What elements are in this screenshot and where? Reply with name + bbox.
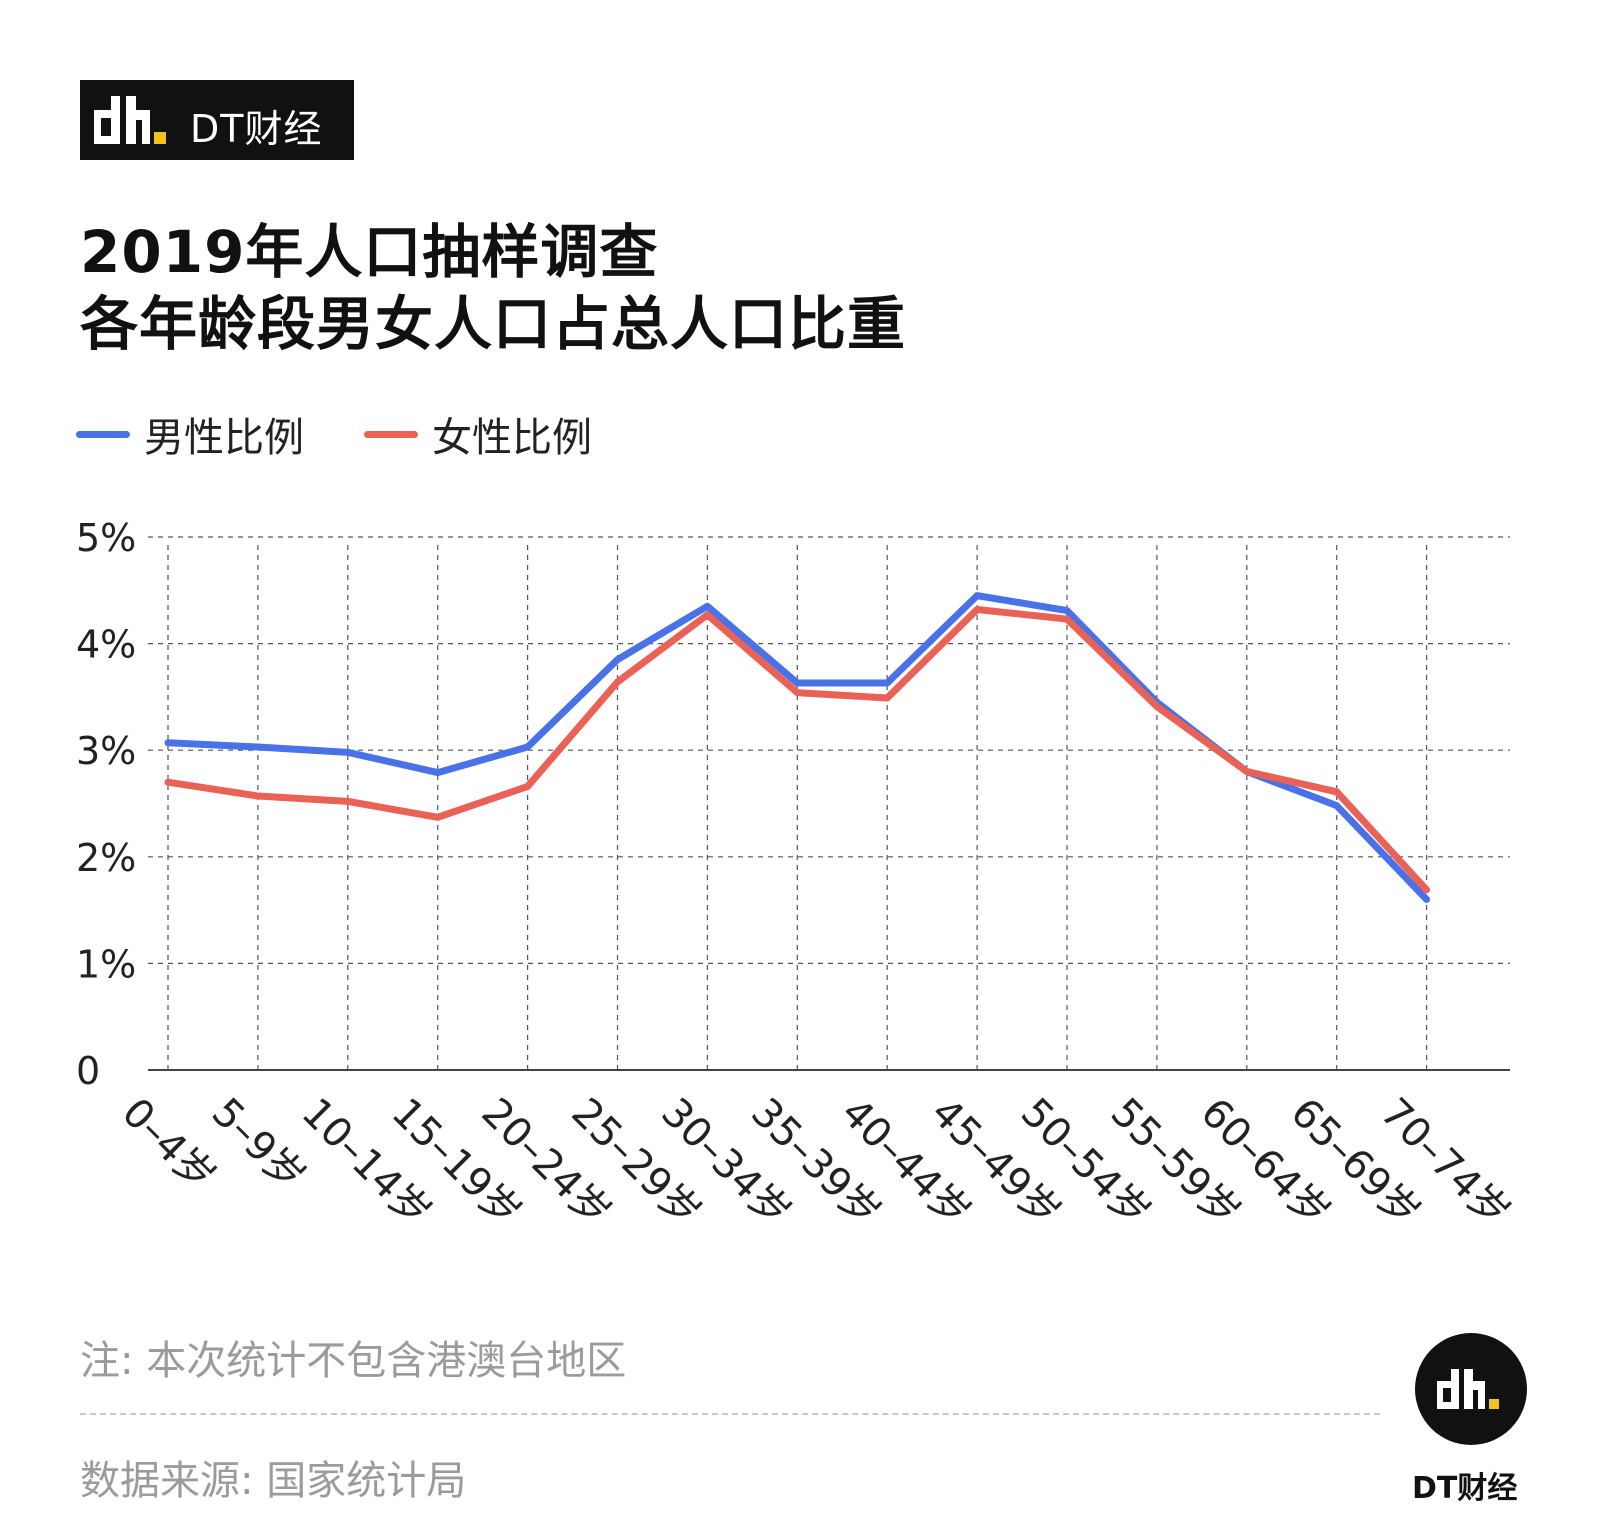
chart-legend: 男性比例 女性比例	[76, 405, 652, 463]
data-point-male	[794, 680, 801, 687]
data-point-female	[165, 779, 171, 786]
data-point-female	[704, 611, 711, 618]
line-chart: 5%4%3%2%1%00–4岁5–9岁10–14岁15–19岁20–24岁25–…	[76, 516, 1518, 1236]
data-point-male	[704, 603, 711, 610]
brand-logo-box: DT财经	[80, 80, 354, 160]
y-tick-label: 0	[76, 1049, 100, 1093]
data-point-female	[254, 793, 261, 800]
data-point-female	[794, 689, 801, 696]
dt-logo-mark-icon	[1437, 1369, 1499, 1409]
data-point-male	[1333, 802, 1340, 809]
data-point-female	[344, 798, 351, 805]
legend-swatch-female	[364, 430, 418, 438]
data-point-male	[1423, 896, 1430, 903]
data-point-male	[614, 656, 621, 663]
dt-logo-icon	[94, 96, 166, 144]
data-point-female	[974, 606, 981, 613]
data-point-female	[1243, 768, 1250, 775]
data-point-male	[165, 739, 171, 746]
legend-swatch-male	[76, 430, 130, 438]
x-tick-label: 5–9岁	[203, 1090, 314, 1201]
chart-title-line1: 2019年人口抽样调查	[80, 218, 659, 286]
legend-item-male: 男性比例	[76, 405, 304, 463]
y-tick-label: 5%	[76, 516, 136, 560]
footer-divider	[80, 1413, 1380, 1415]
data-point-male	[344, 749, 351, 756]
legend-item-female: 女性比例	[364, 405, 592, 463]
x-tick-label: 0–4岁	[113, 1090, 224, 1201]
brand-name: DT财经	[190, 107, 323, 151]
chart-title-line2: 各年龄段男女人口占总人口比重	[80, 290, 907, 358]
y-tick-label: 1%	[76, 942, 136, 986]
data-point-female	[434, 814, 441, 821]
data-point-male	[254, 744, 261, 751]
legend-label-female: 女性比例	[432, 415, 592, 461]
data-point-female	[1333, 788, 1340, 795]
data-source: 数据来源: 国家统计局	[80, 1458, 467, 1504]
corner-dt-logo-icon	[1415, 1333, 1527, 1445]
data-point-male	[524, 744, 531, 751]
data-point-female	[884, 694, 891, 701]
footer-brand: DT财经	[1412, 1471, 1518, 1506]
data-point-female	[1064, 616, 1070, 623]
y-tick-label: 2%	[76, 836, 136, 880]
data-point-male	[1064, 607, 1070, 614]
data-point-male	[974, 592, 981, 599]
data-point-female	[524, 783, 531, 790]
data-point-female	[1153, 703, 1160, 710]
chart-note: 注: 本次统计不包含港澳台地区	[80, 1338, 627, 1384]
y-tick-label: 4%	[76, 623, 136, 667]
data-point-male	[434, 769, 441, 776]
data-point-male	[884, 680, 891, 687]
y-tick-label: 3%	[76, 729, 136, 773]
data-point-female	[1423, 886, 1430, 893]
data-point-female	[614, 678, 621, 685]
legend-label-male: 男性比例	[144, 415, 304, 461]
